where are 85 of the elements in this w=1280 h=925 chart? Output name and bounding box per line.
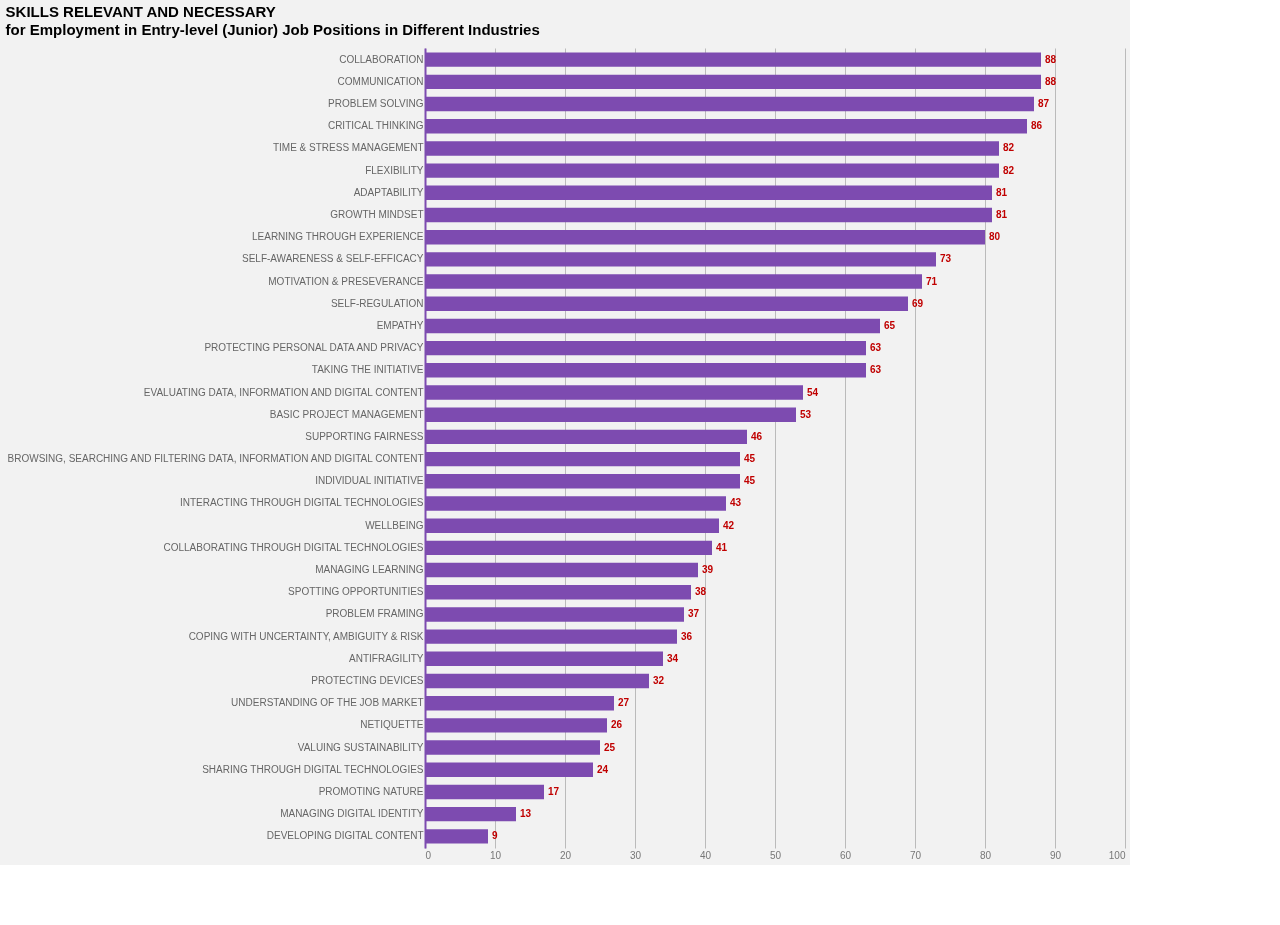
data-label: 45 [744,453,756,465]
y-tick-label: WELLBEING [365,519,424,531]
x-tick-label: 40 [699,849,712,861]
text: SKILLS RELEVANT AND NECESSARY [5,3,276,20]
y-tick-label: MANAGING LEARNING [315,564,424,576]
y-tick-label: PROBLEM FRAMING [325,608,424,620]
y-tick-label: MANAGING DIGITAL IDENTITY [280,808,424,820]
y-tick-label: COPING WITH UNCERTAINTY, AMBIGUITY & RISK [188,630,424,642]
x-tick-label: 50 [769,849,782,861]
y-tick-label: COLLABORATION [339,53,424,65]
x-tick-label: 10 [489,849,502,861]
x-tick-label: 60 [839,849,852,861]
y-tick-label: INDIVIDUAL INITIATIVE [315,475,424,487]
data-label: 39 [702,564,714,576]
y-tick-label: PROMOTING NATURE [318,785,424,797]
y-tick-label: SELF-REGULATION [330,297,424,309]
y-tick-label: BROWSING, SEARCHING AND FILTERING DATA, INFORMATION AND DIGITAL CONTENT [7,453,424,465]
data-label: 17 [548,785,560,797]
y-tick-label: ADAPTABILITY [353,186,424,198]
data-label: 87 [1038,98,1050,110]
data-label: 88 [1045,53,1057,65]
data-label: 81 [996,186,1008,198]
y-tick-label: BASIC PROJECT MANAGEMENT [269,408,424,420]
x-tick-label: 30 [629,849,642,861]
data-label: 69 [912,297,924,309]
y-tick-label: COMMUNICATION [337,75,424,87]
text: for Employment in Entry-level (Junior) Job Positions in Different Industries [5,21,540,38]
data-label: 63 [870,342,882,354]
y-tick-label: COLLABORATING THROUGH DIGITAL TECHNOLOGIES [163,541,424,553]
y-tick-label: TIME & STRESS MANAGEMENT [272,142,424,154]
y-tick-label: MOTIVATION & PRESEVERANCE [268,275,424,287]
y-tick-label: UNDERSTANDING OF THE JOB MARKET [231,697,424,709]
data-label: 24 [597,763,609,775]
y-tick-label: ANTIFRAGILITY [349,652,424,664]
y-tick-label: PROBLEM SOLVING [328,98,424,110]
data-label: 73 [940,253,952,265]
y-tick-label: SPOTTING OPPORTUNITIES [288,586,424,598]
data-label: 41 [716,541,728,553]
y-tick-label: TAKING THE INITIATIVE [311,364,424,376]
y-tick-label: EMPATHY [376,319,424,331]
data-label: 42 [723,519,735,531]
data-label: 86 [1031,120,1043,132]
data-label: 9 [492,830,498,842]
data-label: 43 [730,497,742,509]
y-tick-label: GROWTH MINDSET [330,208,424,220]
y-tick-label: EVALUATING DATA, INFORMATION AND DIGITAL CONTENT [143,386,424,398]
data-label: 81 [996,208,1008,220]
data-label: 65 [884,319,896,331]
data-label: 37 [688,608,700,620]
data-label: 54 [807,386,819,398]
y-tick-label: LEARNING THROUGH EXPERIENCE [251,231,424,243]
data-label: 32 [653,675,665,687]
data-label: 88 [1045,75,1057,87]
y-tick-label: PROTECTING DEVICES [311,675,424,687]
data-label: 46 [751,430,763,442]
data-label: 53 [800,408,812,420]
y-tick-label: INTERACTING THROUGH DIGITAL TECHNOLOGIES [179,497,424,509]
y-tick-label: SUPPORTING FAIRNESS [305,430,424,442]
data-label: 38 [695,586,707,598]
data-label: 45 [744,475,756,487]
data-label: 82 [1003,164,1015,176]
y-tick-label: SELF-AWARENESS & SELF-EFFICACY [241,253,424,265]
x-tick-label: 100 [1108,849,1126,861]
y-tick-label: DEVELOPING DIGITAL CONTENT [266,830,424,842]
x-tick-label: 80 [979,849,992,861]
data-label: 71 [926,275,938,287]
x-tick-label: 20 [559,849,572,861]
data-label: 80 [989,231,1001,243]
y-tick-label: NETIQUETTE [360,719,424,731]
y-tick-label: FLEXIBILITY [365,164,424,176]
data-label: 26 [611,719,623,731]
y-tick-label: PROTECTING PERSONAL DATA AND PRIVACY [204,342,424,354]
data-label: 36 [681,630,693,642]
x-tick-label: 70 [909,849,922,861]
y-tick-label: VALUING SUSTAINABILITY [297,741,424,753]
data-label: 34 [667,652,679,664]
data-label: 63 [870,364,882,376]
x-tick-label: 90 [1049,849,1062,861]
data-label: 82 [1003,142,1015,154]
x-tick-label: 0 [425,849,432,861]
data-label: 27 [618,697,630,709]
y-tick-label: CRITICAL THINKING [327,120,424,132]
data-label: 25 [604,741,616,753]
y-tick-label: SHARING THROUGH DIGITAL TECHNOLOGIES [202,763,424,775]
data-label: 13 [520,808,532,820]
